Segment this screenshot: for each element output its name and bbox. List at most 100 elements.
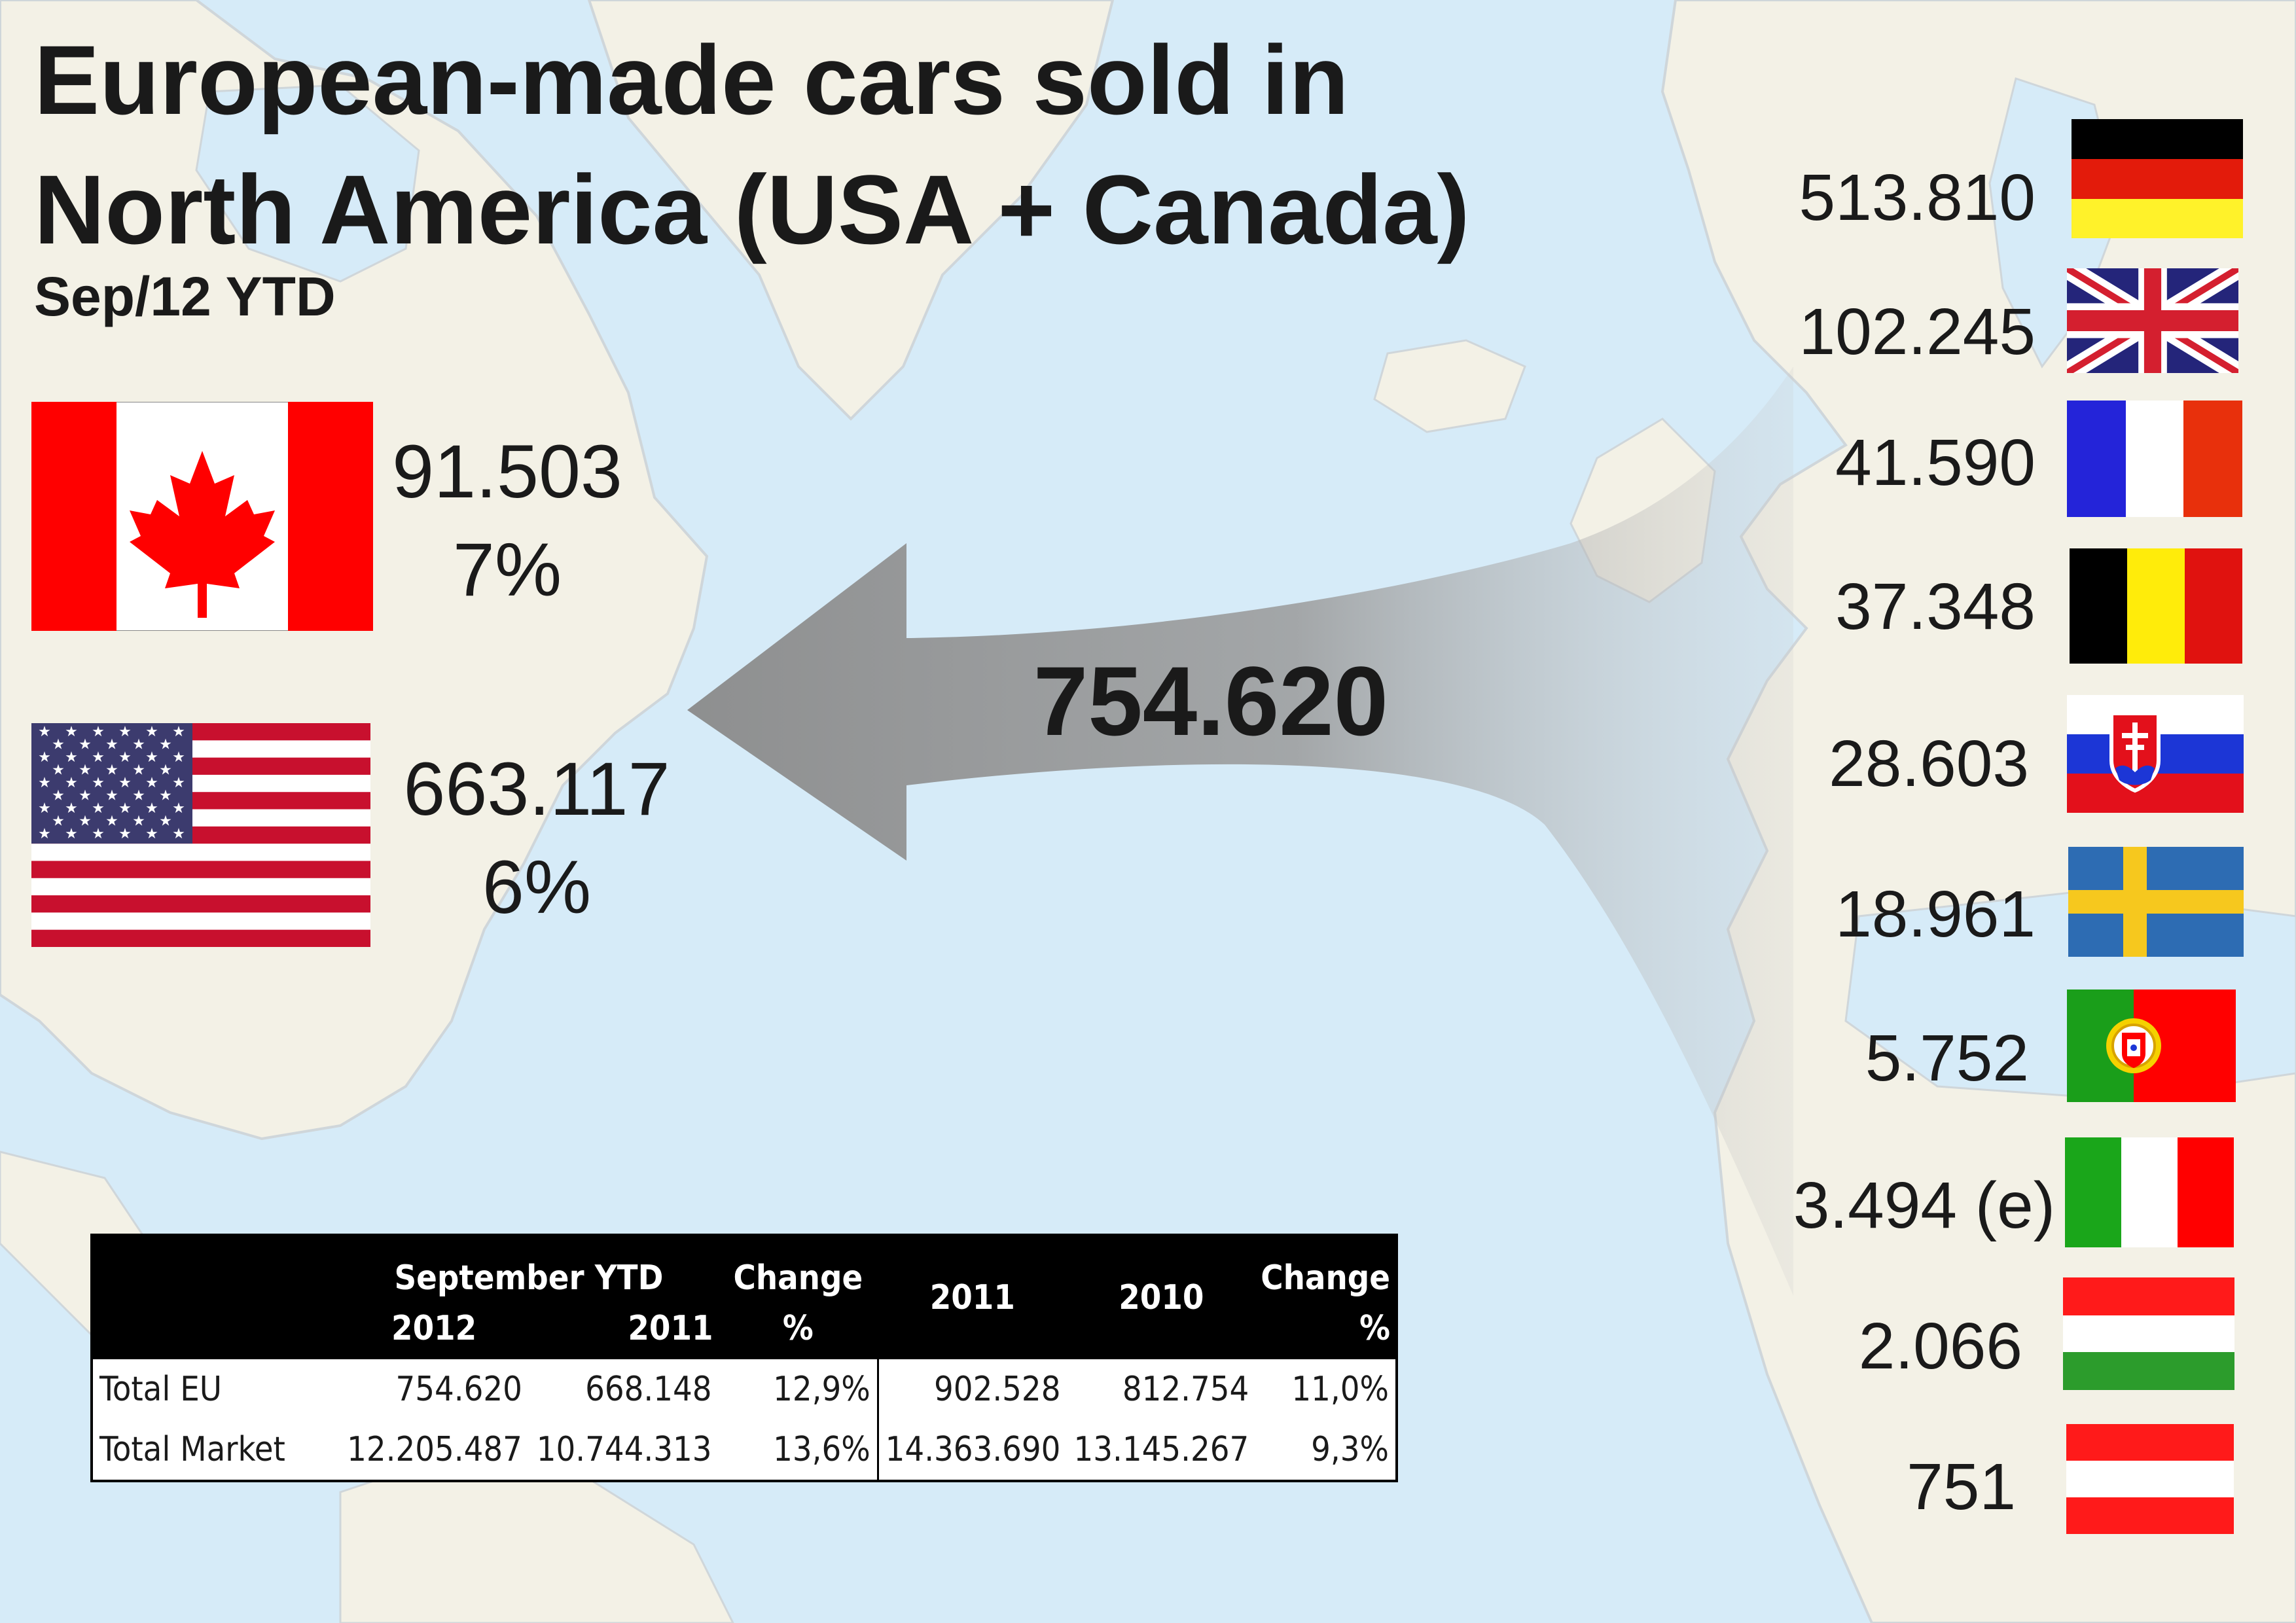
svg-text:★: ★	[105, 737, 118, 753]
svg-text:★: ★	[145, 724, 158, 740]
usa-share: 6%	[482, 846, 592, 929]
cell-change-2: 11,0%	[1255, 1359, 1398, 1419]
cell-2011-full: 14.363.690	[885, 1430, 1061, 1469]
svg-text:★: ★	[79, 813, 92, 830]
hudson-bay	[195, 84, 420, 283]
title-line-1: European-made cars sold in	[34, 25, 1349, 135]
svg-text:★: ★	[52, 762, 65, 779]
svg-text:★: ★	[159, 788, 172, 804]
table-header-september-ytd: September YTD	[339, 1235, 719, 1298]
cell-2012-ytd: 754.620	[395, 1370, 522, 1409]
cell-change-2: 9,3%	[1255, 1419, 1398, 1481]
table-header-change-pct: %	[718, 1298, 878, 1359]
svg-text:★: ★	[159, 813, 172, 830]
cell-2012-ytd: 12.205.487	[347, 1430, 522, 1469]
svg-text:★: ★	[132, 788, 145, 804]
svg-text:★: ★	[79, 788, 92, 804]
table-header-row-2: 2012 2011 % %	[92, 1298, 1397, 1359]
svg-text:★: ★	[52, 737, 65, 753]
svg-text:★: ★	[38, 749, 51, 766]
table-header-row-1: September YTD Change 2011 2010 Change	[92, 1235, 1397, 1359]
svg-text:★: ★	[118, 749, 132, 766]
svg-text:★: ★	[172, 749, 185, 766]
austria-flag-icon	[2066, 1424, 2234, 1534]
svg-text:★: ★	[92, 800, 105, 817]
hungary-flag-icon	[2063, 1277, 2234, 1390]
uk-flag-icon	[2067, 268, 2238, 373]
greenland	[587, 0, 1115, 421]
svg-text:★: ★	[105, 813, 118, 830]
svg-text:★: ★	[92, 775, 105, 791]
uk-units: 102.245	[1799, 295, 2036, 368]
table-header-2011: 2011	[528, 1298, 719, 1359]
row-label: Total Market	[99, 1430, 285, 1469]
italy-units: 3.494 (e)	[1793, 1169, 2055, 1242]
svg-text:★: ★	[65, 800, 78, 817]
hungary-units: 2.066	[1858, 1310, 2022, 1383]
germany-units: 513.810	[1799, 161, 2036, 234]
table-row: Total EU 754.620 668.148 12,9% 902.528 8…	[92, 1359, 1398, 1419]
subtitle: Sep/12 YTD	[34, 266, 336, 327]
svg-text:★: ★	[118, 724, 132, 740]
svg-text:★: ★	[172, 724, 185, 740]
svg-text:★: ★	[92, 826, 105, 842]
canada-units: 91.503	[392, 430, 622, 514]
flow-arrow	[687, 366, 1793, 1296]
svg-text:★: ★	[52, 813, 65, 830]
cell-change: 13,6%	[718, 1419, 879, 1481]
svg-text:★: ★	[105, 762, 118, 779]
france-units: 41.590	[1835, 426, 2036, 499]
cell-2010-full: 13.145.267	[1073, 1430, 1249, 1469]
portugal-units: 5.752	[1865, 1022, 2029, 1095]
cell-2010-full: 812.754	[1122, 1370, 1249, 1409]
cell-change: 12,9%	[718, 1359, 879, 1419]
svg-text:★: ★	[118, 775, 132, 791]
sweden-flag-icon	[2068, 847, 2244, 957]
iceland	[1373, 339, 1526, 433]
table-header-2012: 2012	[339, 1298, 529, 1359]
table-header-change-2: Change	[1255, 1235, 1397, 1298]
table-row: Total Market 12.205.487 10.744.313 13,6%…	[92, 1419, 1398, 1481]
svg-text:★: ★	[172, 775, 185, 791]
table-header-2011-full: 2011	[878, 1235, 1067, 1359]
total-exports: 754.620	[1033, 646, 1389, 756]
svg-text:★: ★	[52, 788, 65, 804]
title-line-2: North America (USA + Canada)	[34, 154, 1470, 264]
svg-text:★: ★	[65, 826, 78, 842]
table-header-blank	[92, 1235, 340, 1359]
svg-text:★: ★	[79, 762, 92, 779]
svg-text:★: ★	[118, 800, 132, 817]
svg-text:★: ★	[38, 724, 51, 740]
svg-text:★: ★	[92, 749, 105, 766]
svg-text:★: ★	[38, 826, 51, 842]
austria-units: 751	[1907, 1450, 2016, 1524]
svg-text:★: ★	[172, 826, 185, 842]
svg-text:★: ★	[132, 813, 145, 830]
usa-units: 663.117	[403, 747, 670, 831]
svg-text:★: ★	[132, 737, 145, 753]
svg-text:★: ★	[145, 800, 158, 817]
svg-text:★: ★	[105, 788, 118, 804]
svg-text:★: ★	[38, 775, 51, 791]
canada-share: 7%	[452, 528, 562, 612]
svg-text:★: ★	[118, 826, 132, 842]
svg-text:★: ★	[172, 800, 185, 817]
sweden-units: 18.961	[1835, 878, 2036, 951]
row-label: Total EU	[99, 1370, 223, 1409]
cell-2011-ytd: 668.148	[585, 1370, 712, 1409]
svg-text:★: ★	[92, 724, 105, 740]
svg-text:★: ★	[65, 724, 78, 740]
svg-text:★: ★	[145, 775, 158, 791]
slovakia-flag-icon	[2067, 695, 2244, 813]
portugal-flag-icon	[2067, 990, 2236, 1102]
svg-text:★: ★	[159, 737, 172, 753]
slovakia-units: 28.603	[1829, 727, 2029, 800]
cell-2011-full: 902.528	[934, 1370, 1061, 1409]
canada-flag-icon	[31, 402, 373, 631]
france-flag-icon	[2067, 401, 2242, 517]
table-header-change-pct-2: %	[1255, 1298, 1397, 1359]
svg-text:★: ★	[65, 775, 78, 791]
svg-text:★: ★	[79, 737, 92, 753]
sales-table: September YTD Change 2011 2010 Change 20…	[90, 1234, 1398, 1482]
